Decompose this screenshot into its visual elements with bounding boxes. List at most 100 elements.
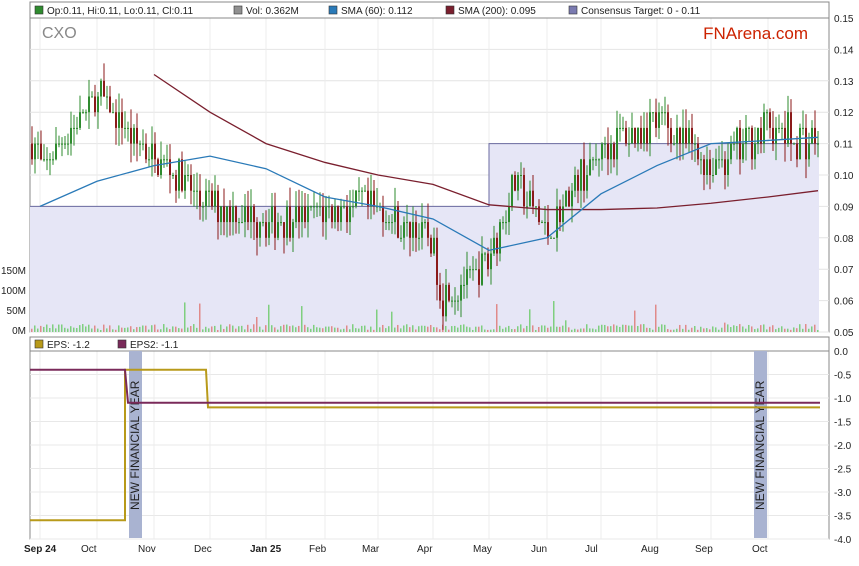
volume-bar — [562, 325, 564, 332]
volume-bar — [697, 329, 699, 332]
volume-bar — [511, 329, 513, 332]
candle-body — [526, 206, 528, 208]
volume-bar — [637, 325, 639, 332]
candle-body — [373, 190, 375, 207]
candle-body — [109, 96, 111, 113]
candle-body — [544, 222, 546, 224]
volume-bar — [322, 328, 324, 332]
volume-bar — [775, 329, 777, 332]
volume-bar — [370, 326, 372, 332]
candle-body — [589, 159, 591, 175]
volume-bar — [115, 329, 117, 332]
candle-body — [172, 175, 174, 176]
candle-body — [301, 206, 303, 223]
candle-body — [400, 237, 402, 239]
candle-body — [316, 206, 318, 208]
volume-bar — [40, 325, 42, 332]
consensus-target-line — [30, 143, 819, 207]
volume-bar — [730, 327, 732, 332]
candle-body — [202, 206, 204, 208]
candle-body — [313, 206, 315, 208]
candle-body — [265, 222, 267, 238]
candle-body — [580, 159, 582, 191]
volume-bar — [496, 304, 498, 332]
candle-body — [145, 143, 147, 160]
candle-body — [802, 127, 804, 129]
volume-bar — [97, 328, 99, 332]
volume-bar — [604, 324, 606, 332]
candle-body — [745, 127, 747, 144]
volume-bar — [391, 311, 393, 332]
fy-marker-1: NEW FINANCIAL YEAR — [128, 351, 142, 538]
candle-body — [628, 143, 630, 145]
candle-body — [760, 127, 762, 144]
candle-body — [640, 127, 642, 144]
volume-bar — [385, 328, 387, 332]
price-candles — [31, 63, 819, 330]
candle-body — [646, 127, 648, 144]
sma200-swatch — [445, 5, 455, 15]
volume-bar — [574, 328, 576, 332]
volume-bar — [118, 325, 120, 332]
candle-body — [619, 127, 621, 129]
candle-body — [436, 237, 438, 285]
candle-body — [79, 112, 81, 128]
volume-bar — [646, 327, 648, 332]
candle-body — [502, 222, 504, 224]
volume-bar — [382, 324, 384, 332]
volume-bar — [271, 325, 273, 332]
volume-bar — [790, 329, 792, 332]
volume-y-tick-label: 100M — [1, 286, 26, 297]
volume-bar — [133, 329, 135, 332]
volume-bar — [514, 329, 516, 332]
volume-bar — [727, 324, 729, 332]
volume-bar — [151, 325, 153, 332]
volume-bar — [280, 326, 282, 332]
volume-bar — [64, 327, 66, 332]
price-y-tick-label: 0.13 — [834, 77, 854, 88]
volume-bar — [85, 326, 87, 332]
volume-bar — [505, 327, 507, 332]
candle-body — [523, 175, 525, 207]
volume-bar — [643, 324, 645, 332]
volume-bar — [766, 329, 768, 332]
volume-bar — [127, 327, 129, 332]
candle-body — [505, 222, 507, 224]
candle-body — [712, 175, 714, 176]
volume-bar — [355, 328, 357, 332]
volume-bar — [409, 327, 411, 332]
volume-bar — [577, 329, 579, 332]
volume-bar — [112, 329, 114, 332]
volume-bar — [397, 324, 399, 332]
volume-bar — [400, 328, 402, 332]
volume-bar — [535, 329, 537, 332]
volume-bar — [73, 327, 75, 332]
volume-bar — [472, 329, 474, 332]
volume-bar — [295, 327, 297, 332]
volume-bar — [373, 329, 375, 332]
candle-body — [67, 143, 69, 145]
volume-bar — [205, 326, 207, 332]
candle-body — [583, 159, 585, 191]
candle-body — [139, 143, 141, 145]
volume-bar — [94, 325, 96, 332]
volume-bar — [31, 328, 33, 332]
candle-body — [625, 127, 627, 144]
volume-bar — [691, 327, 693, 332]
volume-bar — [304, 324, 306, 332]
volume-bar — [694, 326, 696, 332]
candle-body — [421, 222, 423, 238]
candle-body — [364, 190, 366, 192]
volume-bar — [232, 325, 234, 332]
volume-bar — [484, 329, 486, 332]
candle-body — [271, 206, 273, 223]
volume-bar — [121, 327, 123, 332]
candle-body — [529, 190, 531, 207]
candle-body — [370, 190, 372, 207]
eps-y-tick-label: -2.5 — [834, 465, 852, 476]
candle-body — [601, 143, 603, 160]
candle-body — [715, 159, 717, 175]
price-legend: Op:0.11, Hi:0.11, Lo:0.11, Cl:0.11 Vol: … — [29, 1, 830, 19]
volume-bar — [613, 324, 615, 332]
volume-bar — [301, 306, 303, 332]
